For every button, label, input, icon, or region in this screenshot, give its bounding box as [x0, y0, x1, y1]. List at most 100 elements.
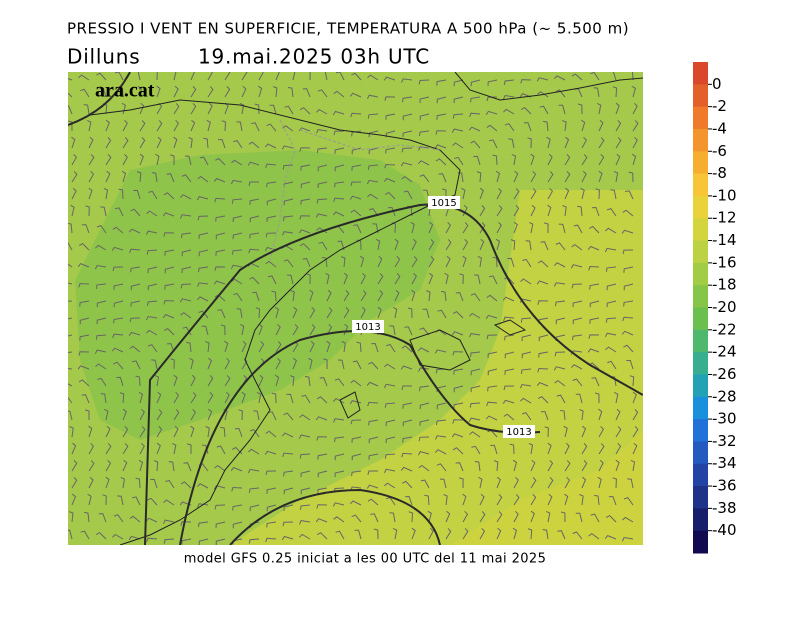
- wind-barb: [207, 357, 213, 370]
- wind-barb: [613, 391, 619, 404]
- wind-barb: [470, 96, 481, 103]
- wind-barb: [419, 113, 430, 121]
- wind-barb: [151, 172, 158, 183]
- wind-barb: [233, 292, 243, 302]
- wind-barb: [173, 85, 179, 98]
- wind-barb: [553, 262, 566, 268]
- wind-barb: [383, 177, 396, 183]
- wind-barb: [221, 120, 227, 132]
- wind-barb: [422, 308, 430, 319]
- colorbar-swatch: [693, 128, 708, 152]
- wind-barb: [367, 113, 379, 119]
- wind-barb: [384, 453, 396, 459]
- wind-barb: [164, 266, 175, 274]
- wind-barb: [539, 105, 549, 115]
- wind-barb: [163, 327, 175, 336]
- wind-barb: [95, 283, 107, 289]
- wind-barb: [462, 255, 467, 268]
- wind-barb: [283, 198, 294, 206]
- wind-barb: [610, 189, 617, 200]
- wind-barb: [581, 119, 586, 132]
- wind-barb: [479, 238, 485, 251]
- wind-barb: [105, 119, 110, 132]
- wind-barb: [485, 415, 498, 421]
- wind-barb: [265, 163, 277, 168]
- wind-barb: [292, 324, 299, 336]
- wind-barb: [632, 442, 638, 455]
- wind-barb: [389, 325, 396, 336]
- wind-barb: [197, 175, 209, 183]
- wind-barb: [156, 391, 162, 404]
- wind-barb: [131, 496, 141, 506]
- wind-barb: [597, 476, 602, 489]
- wind-barb: [470, 293, 481, 302]
- wind-barb: [333, 130, 345, 136]
- wind-barb: [598, 459, 604, 472]
- wind-barb: [248, 538, 260, 544]
- wind-barb: [435, 435, 447, 440]
- wind-barb: [522, 258, 532, 268]
- wind-barb: [282, 125, 294, 132]
- wind-barb: [474, 461, 481, 472]
- wind-barb: [581, 136, 588, 149]
- wind-barb: [317, 470, 328, 478]
- wind-barb: [215, 538, 226, 545]
- wind-barb: [598, 137, 605, 149]
- map: ara.cat 1015 1013 1013: [68, 72, 643, 545]
- wind-barb: [492, 154, 498, 166]
- wind-barb: [69, 511, 74, 523]
- wind-barb: [596, 102, 602, 115]
- wind-barb: [105, 137, 112, 149]
- isobar-label: 1015: [431, 198, 456, 209]
- wind-barb: [487, 385, 498, 392]
- wind-barb: [275, 323, 281, 336]
- wind-barb: [418, 464, 430, 472]
- wind-barb: [213, 280, 226, 285]
- wind-barb: [197, 503, 209, 508]
- wind-barb: [419, 130, 430, 137]
- wind-barb: [468, 126, 481, 132]
- wind-barb: [207, 392, 214, 404]
- wind-barb: [197, 282, 209, 287]
- wind-barb: [411, 527, 416, 540]
- wind-barb: [213, 177, 226, 183]
- wind-barb: [392, 527, 398, 540]
- wind-barb: [284, 105, 294, 115]
- wind-barb: [418, 436, 430, 442]
- wind-barb: [248, 487, 260, 493]
- wind-barb: [326, 340, 331, 353]
- wind-barb: [504, 351, 515, 359]
- wind-barb: [385, 191, 396, 200]
- wind-barb: [71, 136, 76, 149]
- wind-barb: [383, 76, 396, 81]
- wind-barb: [400, 162, 413, 167]
- wind-barb: [418, 146, 430, 151]
- wind-barb: [85, 205, 90, 217]
- wind-barb: [231, 486, 243, 492]
- wind-barb: [146, 329, 158, 336]
- wind-barb: [537, 91, 549, 98]
- wind-barb: [122, 459, 128, 472]
- wind-barb: [510, 239, 516, 251]
- wind-barb: [386, 343, 396, 353]
- wind-barb: [443, 494, 448, 506]
- wind-barb: [256, 391, 262, 404]
- wind-barb: [564, 136, 570, 149]
- wind-barb: [545, 510, 551, 523]
- wind-barb: [69, 426, 74, 438]
- wind-barb: [113, 361, 124, 370]
- wind-barb: [622, 209, 634, 217]
- wind-barb: [530, 204, 536, 217]
- wind-barb: [368, 453, 379, 460]
- wind-barb: [309, 324, 316, 336]
- wind-barb: [622, 249, 634, 255]
- wind-barb: [538, 351, 549, 358]
- wind-barb: [199, 156, 209, 166]
- wind-barb: [488, 275, 498, 285]
- wind-barb: [373, 528, 379, 540]
- wind-barb: [274, 374, 280, 387]
- wind-barb: [530, 477, 537, 489]
- wind-barb: [367, 401, 379, 407]
- wind-barb: [350, 181, 362, 187]
- wind-barb: [231, 278, 243, 285]
